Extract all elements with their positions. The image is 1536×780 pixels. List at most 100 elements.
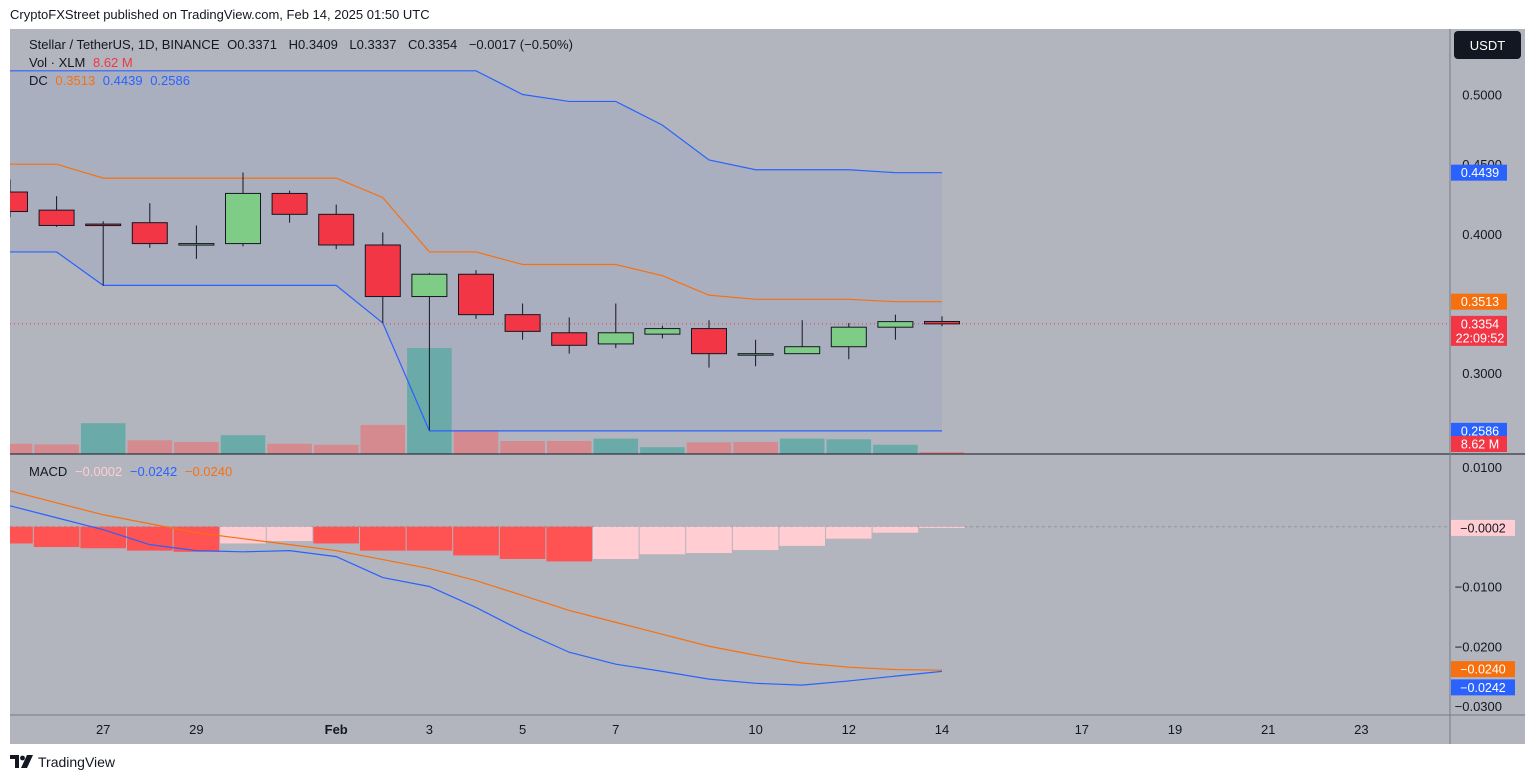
macd-histogram-bar [80,526,126,549]
volume-bar [220,435,266,454]
publisher-line: CryptoFXStreet published on TradingView.… [10,7,430,22]
dc-label: DC [29,73,48,88]
currency-button[interactable]: USDT [1454,31,1521,59]
macd-tick-label: 0.0100 [1462,460,1502,475]
volume-bar [360,424,406,454]
dc-mid-value: 0.3513 [55,73,96,88]
macd-tick-label: −0.0100 [1455,579,1502,594]
change-value: −0.0017 (−0.50%) [468,37,573,52]
candle-body [458,273,494,316]
macd-histogram-bar [732,526,779,551]
symbol-title: Stellar / TetherUS, 1D, BINANCE [29,37,220,52]
volume-bar [174,442,219,454]
low-key: L [349,37,357,52]
macd-histogram-bar [779,526,825,546]
macd-histogram-bar [33,526,80,548]
macd-histogram-bar [173,526,220,552]
axes-layer: 0.50000.45000.40000.30000.25000.44390.35… [10,29,1525,744]
candle-body [271,192,308,215]
macd-histogram-bar [127,526,173,551]
volume-axis-label: 8.62 M [1461,438,1499,452]
donchian-fill-layer [10,70,942,431]
dc-lower-axis-label-bg [1451,422,1507,439]
volume-bar [546,441,592,454]
macd-histogram-bar [546,526,592,562]
time-tick-label: 14 [935,722,949,737]
macd-hist-axis-label: −0.0002 [1460,521,1506,535]
volume-axis-label-bg [1451,436,1507,452]
volume-bar [313,444,359,454]
candle-body [644,328,681,335]
volume-bar [640,447,685,454]
volume-bar [10,443,33,454]
volume-value: 8.62 M [92,55,133,70]
candle-body [225,192,261,245]
macd-tick-label: −0.0200 [1455,639,1502,654]
time-tick-label: Feb [325,722,348,737]
candle-body [318,213,355,246]
time-tick-label: 17 [1075,722,1089,737]
chart-frame[interactable]: 0.50000.45000.40000.30000.25000.44390.35… [10,29,1525,744]
time-tick-label: 19 [1168,722,1182,737]
legend-symbol-row[interactable]: Stellar / TetherUS, 1D, BINANCE O0.3371 … [29,37,577,52]
donchian-upper-line [10,70,942,174]
volume-bar [593,438,639,454]
price-tick-label: 0.3000 [1462,366,1502,381]
macd-histogram-bar [686,526,732,554]
volume-bar [779,438,825,454]
volume-bar [267,443,312,454]
volume-bar [919,451,965,454]
macd-signal-axis-label: −0.0240 [1460,663,1506,677]
price-tick-label: 0.4000 [1462,227,1502,242]
donchian-lower-line [10,251,942,432]
volume-bar [733,442,778,454]
donchian-mid-line [10,163,942,303]
candles-layer [10,172,960,431]
time-tick-label: 29 [189,722,203,737]
footer-brand[interactable]: TradingView [10,752,115,772]
macd-histogram-bar [220,526,266,544]
candle-body [597,332,634,345]
time-tick-label: 27 [96,722,110,737]
legend-dc-row[interactable]: DC 0.3513 0.4439 0.2586 [29,73,194,88]
macd-histogram-bar [499,526,546,559]
chart-canvas[interactable]: 0.50000.45000.40000.30000.25000.44390.35… [10,29,1525,744]
macd-histogram-bar [313,526,359,544]
macd-histogram-bar [639,526,686,555]
last-price-axis-label: 0.3354 [1461,317,1499,331]
high-key: H [288,37,299,52]
candle-body [38,209,75,226]
legend-volume-row[interactable]: Vol · XLM 8.62 M [29,55,137,70]
donchian-channel-layer [10,70,1450,432]
legend-macd-row[interactable]: MACD −0.0002 −0.0242 −0.0240 [29,464,236,479]
macd-line-axis-label-bg [1451,679,1515,696]
volume-bar [127,440,173,454]
time-tick-label: 5 [519,722,526,737]
last-price-axis-label-countdown: 22:09:52 [1456,331,1505,345]
time-tick-label: 10 [748,722,762,737]
macd-histogram-bar [10,526,33,544]
volume-bar [80,423,126,454]
donchian-fill [10,70,942,431]
macd-histogram-bar [360,526,406,551]
price-tick-label: 0.5000 [1462,87,1502,102]
volume-bar [453,430,499,454]
macd-tick-label: −0.0300 [1455,699,1502,714]
macd-layer [10,490,1450,686]
macd-label: MACD [29,464,68,479]
dc-lower-value: 0.2586 [150,73,190,88]
candle-body [504,314,541,332]
dc-lower-axis-label: 0.2586 [1461,424,1499,438]
macd-hist-value: −0.0002 [74,464,123,479]
macd-histogram-bar [826,526,872,539]
close-key: C [408,37,418,52]
candle-body [364,244,401,298]
candle-body [877,321,914,328]
volume-bar [686,442,732,454]
candle-body [784,346,821,355]
tradingview-logo-icon [10,755,33,768]
last-price-axis-label-bg [1451,315,1507,346]
time-tick-label: 12 [842,722,856,737]
macd-line-value: −0.0242 [129,464,178,479]
volume-bar [826,439,872,454]
